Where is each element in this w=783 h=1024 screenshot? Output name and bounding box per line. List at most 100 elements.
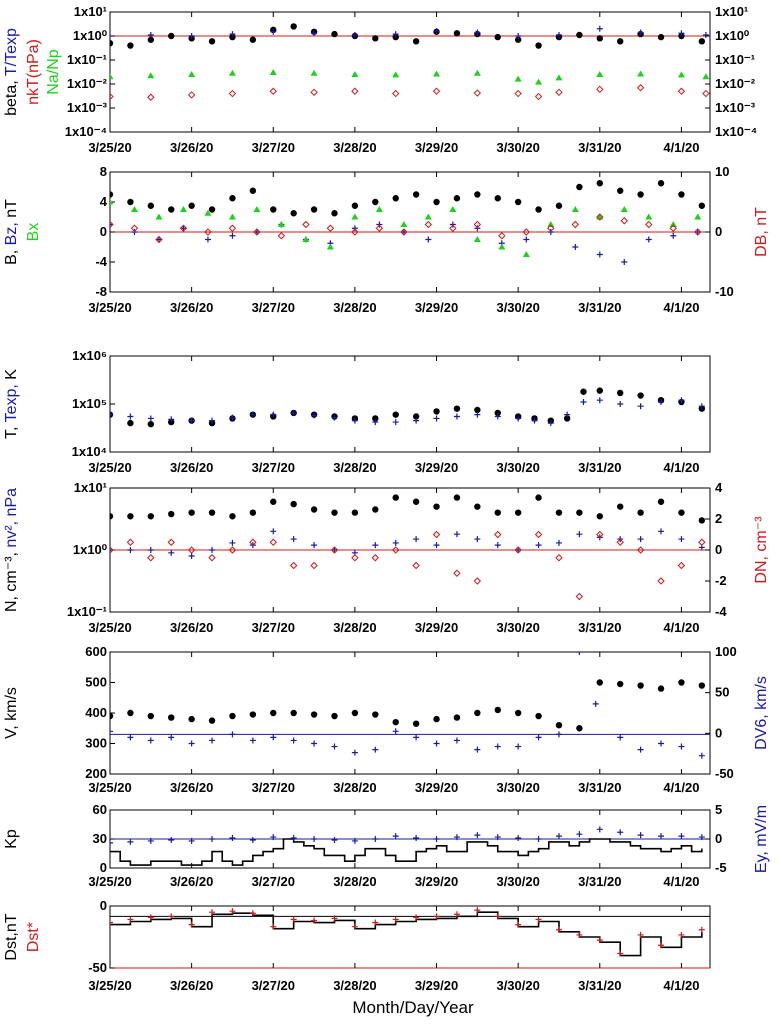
data-point [433,715,440,723]
data-point [636,546,645,554]
y-tick-label-right: 0 [715,224,722,239]
data-point [596,826,603,833]
x-tick-label: 3/27/20 [252,780,295,795]
data-point [637,29,644,36]
data-point [616,538,624,546]
data-point [555,731,562,738]
data-point [449,221,456,228]
data-point [473,220,482,229]
data-point [290,23,297,30]
y-axis-label-part: Dst* [25,922,42,952]
y-axis-label-part: Na/Np [45,49,62,94]
x-tick-label: 3/27/20 [252,140,295,155]
data-point [547,224,555,232]
y-tick-label-right: 10 [715,164,729,179]
data-point [229,908,236,915]
series-group [110,23,710,101]
x-tick-label: 3/25/20 [88,978,131,993]
data-point [310,69,318,76]
y-tick-label: 1x10¹ [74,480,107,495]
data-point [110,40,114,47]
data-point [474,29,481,36]
x-tick-label: 3/29/20 [415,978,458,993]
data-point [432,530,441,539]
data-point [372,198,379,206]
x-tick-label: 3/29/20 [415,460,458,475]
y-axis-label-part: nkT(nPa) [25,39,42,105]
data-point [494,913,501,920]
data-point [547,221,555,227]
data-point [535,712,542,720]
y-axis-label-part: Ey, mV/m [753,805,770,873]
data-point [110,712,114,720]
data-point [311,30,318,37]
data-point [208,206,216,213]
data-point [453,737,460,744]
data-point [179,206,187,212]
data-point [188,70,196,77]
y-axis-label: beta, T/Texp [3,28,20,116]
y-tick-label-right: 0 [715,542,722,557]
x-tick-label: 3/31/20 [578,140,621,155]
data-point [555,32,562,39]
data-point [698,517,706,524]
data-point [147,737,154,744]
data-point [188,921,195,928]
data-point [494,33,501,41]
data-point [400,229,407,235]
x-tick-label: 3/28/20 [333,140,376,155]
x-tick-label: 3/30/20 [496,620,539,635]
data-point [290,409,297,416]
data-point [413,914,420,921]
y-axis-label: DB, nT [753,207,770,257]
data-point [351,837,358,844]
y-tick-label: -4 [95,254,107,269]
data-point [147,554,155,562]
data-point [576,831,583,838]
x-tick-label: 3/25/20 [88,780,131,795]
data-point [310,206,318,213]
y-axis-label: Na/Np [45,49,62,94]
data-point [617,187,624,194]
data-point [669,224,677,232]
data-point [678,191,685,198]
y-axis-label-part: nT [3,199,20,222]
data-point [678,509,685,516]
data-point [494,413,501,420]
data-point [326,243,334,250]
data-point [351,509,359,516]
data-point [412,413,420,420]
data-point [209,836,216,842]
y-axis-label-part: nv², nPa [3,488,20,552]
y-tick-label: 1x10⁻² [67,76,108,91]
y-tick-label: 300 [85,736,107,751]
data-point [515,835,522,842]
y-axis-label: B, Bz, nT [3,199,20,265]
data-point [168,510,175,518]
data-point [351,554,359,562]
x-tick-label: 3/31/20 [578,620,621,635]
data-point [168,913,175,920]
data-point [498,232,506,240]
data-point [637,70,645,77]
data-point [515,547,522,553]
data-point [290,536,297,543]
x-tick-label: 4/1/20 [663,874,699,889]
data-point [127,413,134,420]
data-point [658,833,665,840]
data-point [127,547,134,553]
data-point [270,498,277,505]
x-axis-title: Month/Day/Year [352,998,474,1017]
data-point [311,542,318,549]
y-tick-label-right: 50 [715,685,729,700]
data-point [168,836,175,843]
data-point [617,401,624,407]
data-point [147,547,154,553]
y-tick-label: 1x10⁻¹ [67,52,107,67]
y-axis-label: Kp [3,829,20,849]
data-point [270,923,277,930]
y-axis-label-part: T/Texp [3,28,20,80]
x-tick-label: 3/30/20 [496,460,539,475]
data-point [228,546,237,554]
data-point [678,931,685,938]
